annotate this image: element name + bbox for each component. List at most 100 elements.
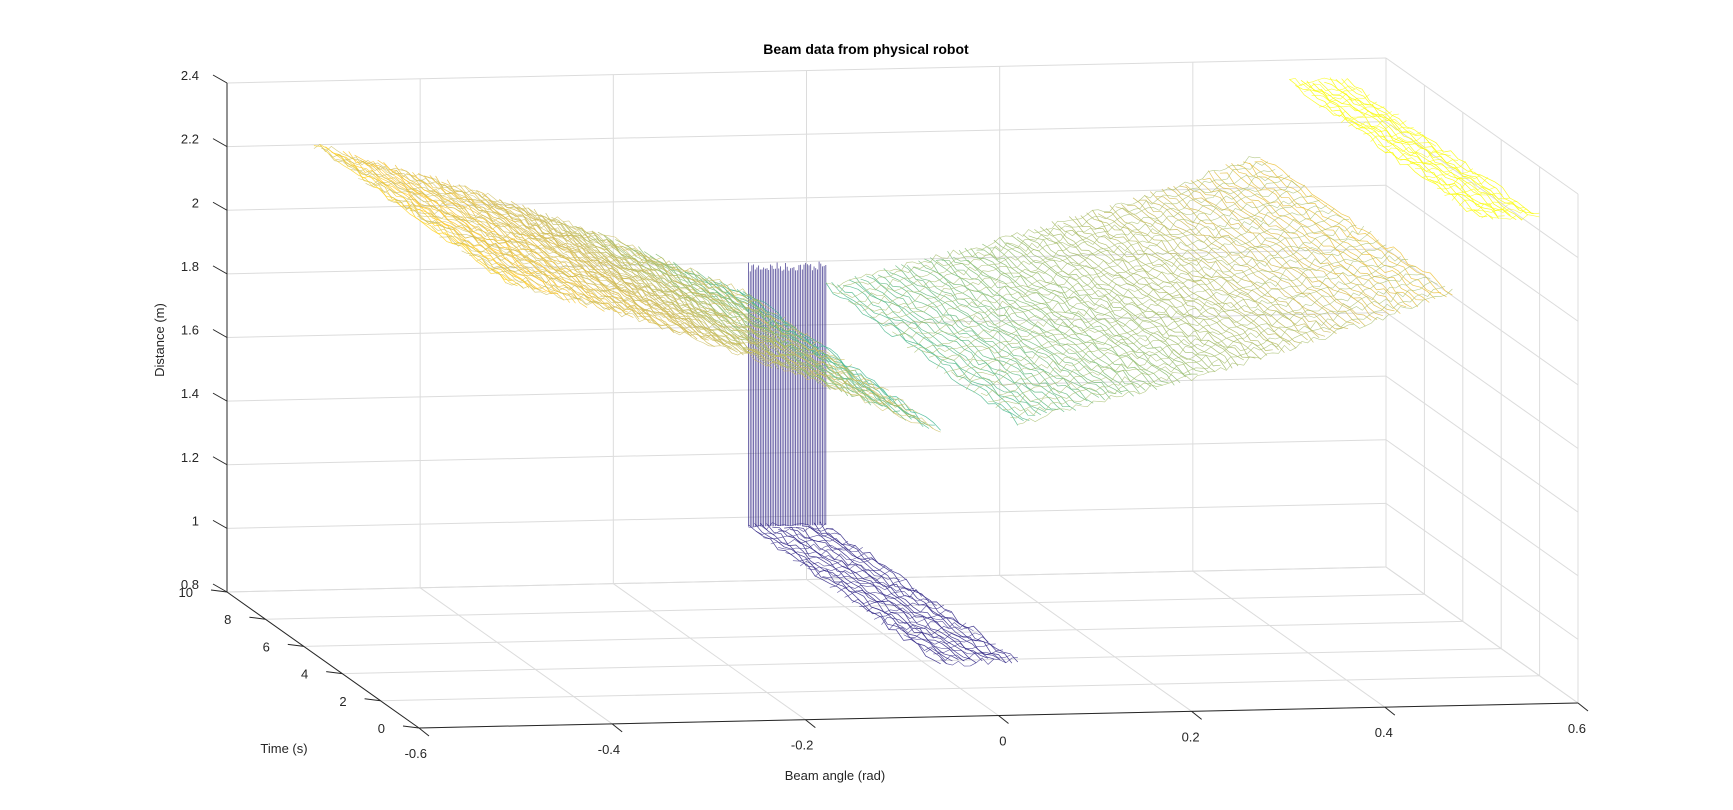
mesh-line [1355,124,1414,131]
surface [825,156,1453,426]
mesh-line [1103,212,1297,349]
mesh-line [1002,281,1438,412]
mesh-line [831,281,1024,421]
mesh-line [976,249,1169,384]
y-tick-label: 2 [339,694,346,709]
mesh-line [929,225,1365,359]
mesh-line [924,258,1117,395]
mesh-line [912,266,1105,401]
z-tick-mark [212,265,228,275]
mesh-line [429,175,622,314]
grid-line [226,502,1387,529]
mesh-line [884,200,1320,327]
z-tick-label: 1.8 [181,259,199,274]
mesh-line [999,237,1192,376]
y-tick-mark [210,589,228,593]
mesh-line [417,215,853,370]
mesh-line [790,529,983,662]
mesh-line [951,244,1387,378]
mesh-line [1473,208,1533,214]
mesh-line [854,275,1047,414]
mesh-line [1121,203,1314,343]
mesh-line [321,147,757,302]
x-tick-mark [998,715,1009,724]
mesh-line [877,194,1313,324]
tick-labels: -0.6 -0.4 -0.2 0 0.2 0.4 0.6 0 2 4 6 8 100.8 1 1.2 1.4 1… [179,68,1589,761]
mesh-line [763,532,841,540]
z-tick-label: 1.2 [181,450,199,465]
mesh-line [1414,167,1474,174]
mesh-line [649,255,843,393]
x-tick-label: 0 [999,734,1006,749]
data-layer [313,77,1540,667]
mesh-line [1109,205,1302,344]
y-tick-mark [402,725,420,729]
grid-line [1192,570,1386,708]
grid-line [226,375,1387,402]
mesh-line [476,258,912,410]
mesh-line [1444,188,1503,196]
mesh-line [1156,196,1349,330]
mesh-line [1377,142,1437,148]
mesh-line [1051,221,1244,361]
mesh-line [431,225,867,383]
x-tick-label: -0.4 [598,742,620,757]
mesh-line [491,269,926,424]
mesh-line [881,616,959,625]
mesh-line [1011,235,1204,373]
mesh-line [993,239,1187,378]
mesh-line [910,636,989,645]
mesh-line [871,275,1065,413]
mesh-line [837,584,915,593]
mesh-line [1363,130,1422,138]
mesh-line [1451,193,1510,201]
mesh-line [892,204,1328,336]
mesh-line [943,239,1379,374]
mesh-line [896,626,974,635]
mesh-line [964,247,1158,390]
y-tick-label: 10 [179,585,193,600]
mesh-line [1385,146,1444,154]
mesh-line [840,169,1276,298]
mesh-line [1184,184,1378,320]
mesh-line [1196,179,1389,315]
z-tick-mark [212,329,228,338]
mesh-line [371,164,565,301]
mesh-line [901,264,1094,404]
mesh-line [748,522,827,531]
mesh-line [313,144,749,297]
z-axis-label: Distance (m) [152,303,167,377]
mesh-line [360,159,553,294]
mesh-line [1039,226,1233,369]
x-tick-mark [611,723,623,733]
mesh-line [1295,85,1488,218]
mesh-line [866,275,1059,410]
mesh-line [1341,78,1534,214]
mesh-line [760,523,953,662]
mesh-line [918,642,996,651]
mesh-line [1392,150,1451,160]
y-axis-label: Time (s) [260,741,307,756]
x-tick-mark [805,719,816,729]
mesh-line [1161,188,1354,324]
mesh-line [1312,82,1505,217]
mesh-line [995,276,1431,409]
mesh-line [965,255,1401,390]
mesh-line [914,219,1350,353]
mesh-line [792,553,871,562]
mesh-line [1063,222,1256,359]
mesh-line [498,273,934,430]
mesh-line [1045,228,1239,367]
mesh-line [1296,83,1355,92]
mesh-line [770,538,849,546]
mesh-line [1318,80,1511,216]
grid-line [999,574,1192,712]
mesh-line [801,525,995,660]
mesh-line [1068,216,1262,361]
y-axis-line [226,591,420,729]
mesh-line [778,543,856,551]
grid-line [380,675,1540,702]
mesh-line [458,184,651,322]
mesh-line [1010,285,1446,419]
